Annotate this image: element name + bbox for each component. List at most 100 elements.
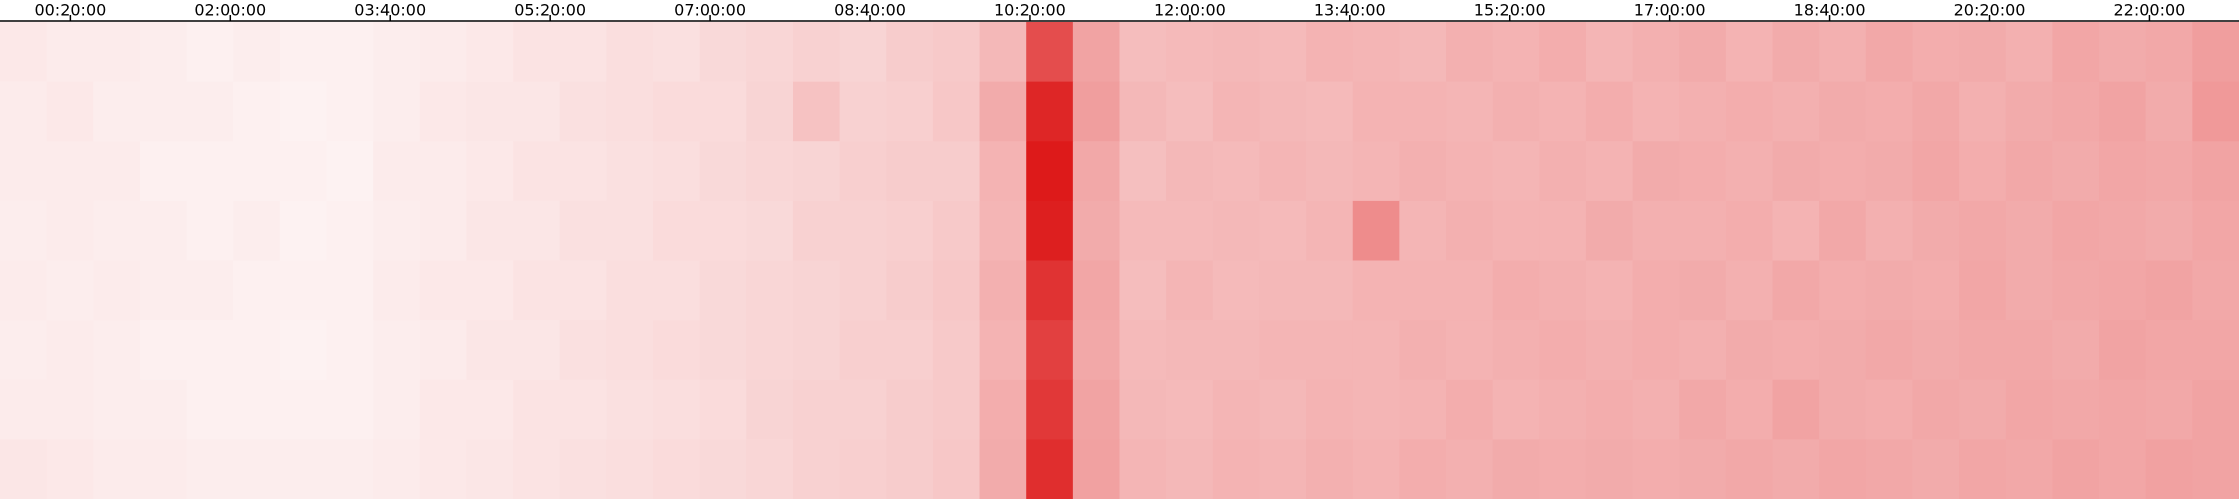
heat-cell: [653, 22, 701, 83]
heat-cell: [233, 439, 281, 500]
heat-cell: [1539, 22, 1587, 83]
heat-cell: [1865, 439, 1913, 500]
heat-cell: [1166, 22, 1214, 83]
heat-cell: [2005, 22, 2053, 83]
heat-cell: [1212, 439, 1260, 500]
heat-cell: [1166, 439, 1214, 500]
heat-cell: [839, 22, 887, 83]
heat-cell: [1399, 22, 1447, 83]
heat-cell: [326, 379, 374, 440]
heat-cell: [0, 141, 48, 202]
heat-cell: [1119, 379, 1167, 440]
x-tick-label: 02:00:00: [194, 1, 266, 20]
heat-cell: [559, 260, 607, 321]
heat-cell: [1679, 22, 1727, 83]
heat-cell: [559, 320, 607, 381]
heat-cell: [1725, 379, 1774, 440]
heat-cell: [1026, 141, 1074, 202]
x-tick-label: 12:00:00: [1154, 1, 1226, 20]
heat-cell: [1492, 439, 1540, 500]
heat-cell: [1352, 22, 1400, 83]
heat-cell: [606, 439, 654, 500]
heat-cell: [979, 200, 1027, 261]
heat-cell: [1772, 379, 1820, 440]
heat-cell: [139, 81, 188, 142]
heat-cell: [1772, 320, 1820, 381]
heat-cell: [419, 260, 467, 321]
heat-cell: [93, 439, 141, 500]
heat-cell: [839, 200, 887, 261]
heat-cell: [2099, 200, 2147, 261]
x-tick-label: 13:40:00: [1314, 1, 1386, 20]
heat-cell: [1446, 439, 1494, 500]
heat-cell: [1212, 379, 1260, 440]
heat-cell: [2192, 260, 2239, 321]
heat-cell: [2145, 200, 2193, 261]
heat-cell: [279, 22, 328, 83]
heat-cell: [1166, 320, 1214, 381]
heat-cell: [1819, 141, 1867, 202]
heat-cell: [1119, 81, 1167, 142]
heat-cell: [606, 200, 654, 261]
heat-cell: [1026, 22, 1074, 83]
heat-cell: [1865, 22, 1913, 83]
heat-cell: [2145, 320, 2193, 381]
heat-cell: [1772, 200, 1820, 261]
x-tick-label: 15:20:00: [1474, 1, 1546, 20]
heat-cell: [0, 320, 48, 381]
heat-cell: [1306, 200, 1354, 261]
heat-cell: [1399, 260, 1447, 321]
heat-cell: [979, 439, 1027, 500]
heat-cell: [1072, 22, 1120, 83]
heat-cell: [2052, 200, 2100, 261]
x-tick-label: 22:00:00: [2114, 1, 2186, 20]
heat-cell: [373, 260, 421, 321]
heat-cell: [1492, 200, 1540, 261]
heat-cell: [1352, 81, 1400, 142]
heat-cell: [1166, 379, 1214, 440]
heat-cell: [932, 320, 981, 381]
heat-cell: [46, 439, 94, 500]
heat-cell: [326, 22, 374, 83]
heat-cell: [2099, 379, 2147, 440]
heat-cell: [839, 260, 887, 321]
heat-cell: [1119, 439, 1167, 500]
heat-cell: [1539, 379, 1587, 440]
heat-cell: [2052, 260, 2100, 321]
heat-cell: [792, 141, 841, 202]
heat-cell: [1865, 200, 1913, 261]
heat-cell: [373, 81, 421, 142]
heat-cell: [1306, 81, 1354, 142]
heat-cell: [1492, 320, 1540, 381]
heat-cell: [606, 260, 654, 321]
heat-cell: [513, 439, 561, 500]
heat-cell: [1072, 200, 1120, 261]
heat-cell: [2005, 320, 2053, 381]
heat-cell: [1492, 81, 1540, 142]
heat-cell: [1306, 439, 1354, 500]
heat-cell: [1585, 81, 1634, 142]
heat-cell: [699, 200, 747, 261]
heat-cell: [233, 81, 281, 142]
axis-band: [0, 0, 2239, 21]
heat-cell: [1072, 260, 1120, 321]
heat-cell: [1725, 141, 1774, 202]
heat-cell: [2192, 320, 2239, 381]
heat-cell: [1492, 379, 1540, 440]
heat-cell: [1399, 320, 1447, 381]
heat-cell: [932, 379, 981, 440]
heat-cell: [2005, 141, 2053, 202]
heat-cell: [1959, 320, 2007, 381]
heat-cell: [1679, 141, 1727, 202]
heat-cell: [1772, 81, 1820, 142]
heat-cell: [139, 141, 188, 202]
heat-cell: [1679, 320, 1727, 381]
heat-cell: [1585, 141, 1634, 202]
heat-cell: [653, 320, 701, 381]
heat-cell: [606, 141, 654, 202]
heat-cell: [326, 320, 374, 381]
heat-cell: [1585, 379, 1634, 440]
heat-cell: [46, 22, 94, 83]
heat-cell: [792, 200, 841, 261]
heat-cell: [0, 260, 48, 321]
